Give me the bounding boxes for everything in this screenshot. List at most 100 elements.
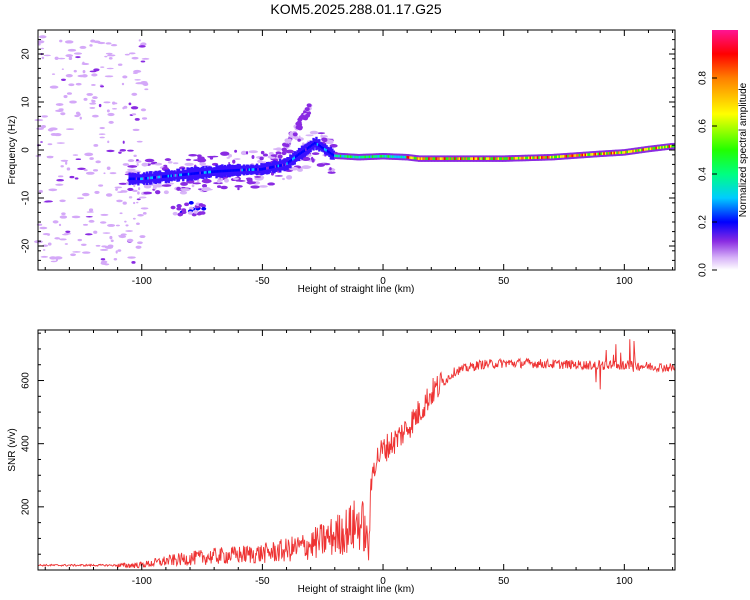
spectrogram-blob — [317, 132, 326, 134]
spectrogram-ridge-core — [546, 156, 550, 159]
spectrogram-ridge-core — [211, 170, 214, 174]
colorbar-tick-label: 0.0 — [698, 263, 709, 277]
spectrogram-ridge-core — [406, 155, 409, 159]
spectrogram-ridge-core — [281, 163, 285, 167]
spectrogram-blob — [197, 156, 205, 160]
spectrogram-ridge-core — [134, 177, 137, 181]
spectrogram-ridge-core — [571, 154, 574, 158]
spectrogram-noise-blob — [115, 224, 120, 227]
spectrogram-ridge-core — [473, 157, 476, 160]
spectrogram-ridge-core — [248, 168, 252, 171]
spectrogram-ridge-core — [173, 174, 176, 177]
snr-xtick-label: -100 — [132, 576, 152, 587]
spectrogram-noise-blob — [107, 112, 115, 117]
spectrogram-ridge-core — [491, 157, 495, 160]
spectrogram-ridge-core — [667, 145, 670, 148]
spectrogram-noise-blob — [137, 191, 140, 195]
spectrogram-noise-blob — [127, 149, 134, 152]
spectrogram-ridge-core — [575, 154, 579, 157]
spectrogram-ridge-core — [141, 177, 144, 181]
spectrogram-noise-blob — [48, 188, 58, 192]
spectrogram-ridge-core — [215, 170, 218, 173]
spectrogram-ridge-core — [293, 156, 296, 160]
spectrogram-ridge-core — [619, 151, 622, 154]
spectrogram-ridge-core — [541, 156, 544, 159]
spectrogram-blob — [262, 153, 269, 157]
spectrogram-blob — [188, 201, 194, 205]
spectrogram-ridge-core — [583, 153, 586, 157]
spectrogram-blob — [232, 177, 239, 180]
spectrogram-noise-blob — [74, 177, 79, 180]
spectrogram-ridge-core — [558, 155, 561, 158]
spectrogram-ridge-core — [477, 157, 480, 160]
spectrogram-blob — [323, 163, 331, 166]
spectrogram-ylabel: Frequency (Hz) — [7, 116, 18, 185]
spectrogram-noise-blob — [118, 182, 128, 185]
spectrogram-ridge-core — [536, 156, 540, 159]
spectrogram-ridge-core — [334, 154, 337, 158]
spectrogram-noise-blob — [55, 183, 64, 186]
spectrogram-ridge-core — [374, 155, 378, 158]
spectrogram-noise-blob — [125, 224, 129, 227]
spectrogram-ridge-core — [420, 157, 424, 160]
spectrogram-ridge-core — [310, 144, 314, 147]
spectrogram-noise-blob — [126, 238, 134, 243]
spectrogram-ridge-core — [672, 144, 676, 148]
spectrogram-blob — [301, 156, 311, 162]
spectrogram-ridge-core — [224, 169, 227, 173]
spectrogram-blob — [298, 135, 301, 138]
spectrogram-ridge-core — [355, 155, 359, 159]
spectrogram-ridge-core — [509, 157, 512, 160]
spectrogram-noise-blob — [82, 251, 91, 254]
spectrogram-ridge-core — [639, 148, 642, 152]
spectrogram-noise-blob — [64, 40, 74, 44]
spectrogram-noise-blob — [134, 117, 140, 121]
spectrogram-ridge-core — [164, 175, 168, 178]
spectrogram-ridge-core — [132, 177, 136, 181]
spectrogram-ridge-core — [270, 166, 273, 169]
spectrogram-noise-blob — [79, 116, 82, 120]
spectrogram-blob — [237, 187, 240, 191]
spectrogram-noise-blob — [122, 163, 130, 166]
spectrogram-noise-blob — [119, 212, 123, 215]
spectrogram-ridge-core — [391, 155, 395, 158]
spectrogram-ridge-core — [525, 156, 528, 160]
spectrogram-ridge-core — [363, 155, 366, 159]
spectrogram-ridge-core — [303, 149, 307, 152]
spectrogram-blob — [138, 196, 147, 199]
spectrogram-ridge-core — [203, 171, 207, 174]
spectrogram-noise-blob — [55, 109, 64, 112]
spectrogram-noise-blob — [82, 61, 85, 65]
spectrogram-blob — [161, 184, 172, 187]
spectrogram-ridge-core — [669, 145, 673, 148]
spectrogram-noise-blob — [60, 112, 66, 116]
spectrogram-noise-blob — [99, 136, 105, 139]
spectrogram-ridge-core — [655, 146, 658, 150]
colorbar-ticks: 0.0 0.2 0.4 0.6 0.8 — [698, 71, 717, 277]
snr-frame — [37, 329, 676, 571]
spectrogram-ridge-core — [344, 155, 347, 158]
snr-xtick-label: 0 — [380, 576, 386, 587]
spectrogram-ridge-core — [635, 149, 638, 153]
spectrogram-ridge-core — [428, 157, 431, 160]
spectrogram-blob — [217, 185, 222, 188]
spectrogram-ridge-core — [319, 145, 322, 148]
spectrogram-ridge-core — [665, 145, 668, 149]
spectrogram-blob — [284, 143, 290, 148]
spectrogram-noise-blob — [81, 74, 88, 78]
spectrogram-ridge-core — [554, 155, 557, 159]
spectrogram-noise-blob — [98, 103, 102, 108]
spectrogram-ridge-core — [596, 152, 599, 156]
spectrogram-noise-blob — [86, 211, 94, 213]
spectrogram-noise-blob — [122, 201, 127, 205]
spectrogram-ytick-label: 20 — [21, 48, 32, 60]
spectrogram-noise-blob — [37, 40, 45, 44]
spectrogram-ridge-core — [193, 172, 197, 175]
spectrogram-noise-blob — [66, 92, 73, 95]
snr-ytick-label: 600 — [21, 372, 32, 389]
spectrogram-noise-blob — [84, 233, 93, 236]
spectrogram-ridge-core — [364, 155, 367, 159]
spectrogram-blob — [184, 202, 190, 207]
spectrogram-blob — [277, 154, 283, 159]
spectrogram-noise-blob — [65, 74, 73, 78]
